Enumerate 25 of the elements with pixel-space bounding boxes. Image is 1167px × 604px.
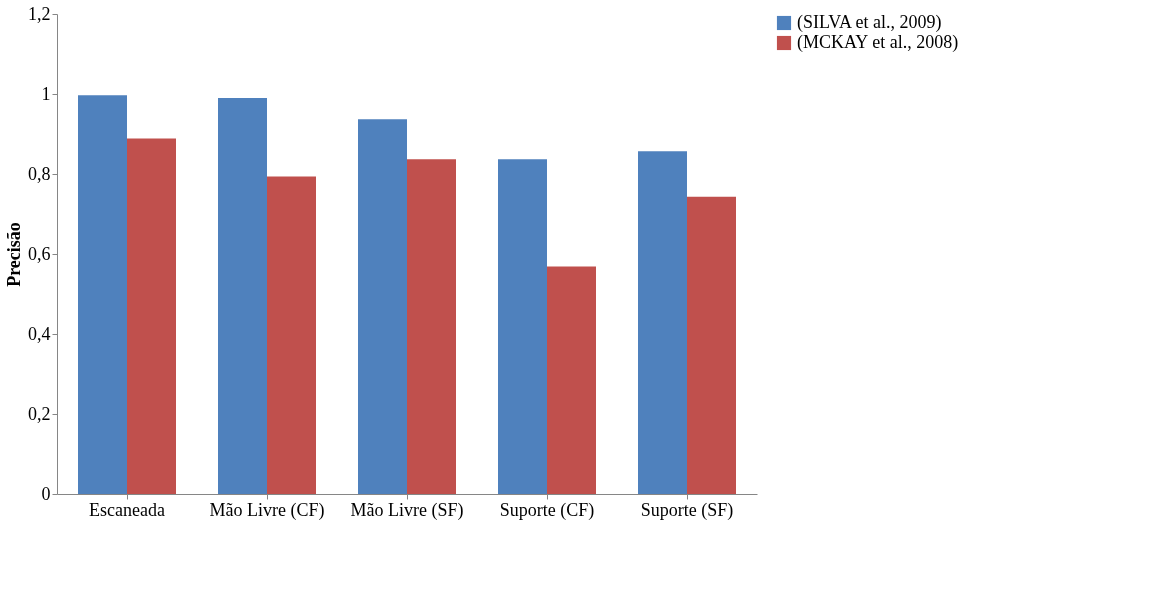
x-tick-label: Mão Livre (CF) bbox=[209, 499, 325, 521]
legend-label: (SILVA et al., 2009) bbox=[797, 12, 942, 33]
x-tick-label: Escaneada bbox=[89, 499, 165, 520]
y-tick-label: 0,4 bbox=[28, 323, 51, 344]
y-tick-label: 0,6 bbox=[28, 243, 51, 264]
x-tick-label: Suporte (CF) bbox=[499, 499, 595, 521]
y-tick-label: 0 bbox=[41, 483, 51, 504]
bar bbox=[687, 196, 736, 494]
bar bbox=[127, 138, 176, 494]
y-tick-label: 0,8 bbox=[28, 163, 51, 184]
x-tick-label: Suporte (SF) bbox=[640, 499, 734, 521]
bar bbox=[78, 95, 127, 494]
y-axis-title: Precisão bbox=[4, 222, 24, 287]
y-tick-label: 0,2 bbox=[28, 403, 51, 424]
bar bbox=[358, 119, 407, 494]
x-tick-label: Mão Livre (SF) bbox=[350, 499, 464, 521]
bar bbox=[547, 266, 596, 494]
bar bbox=[267, 176, 316, 494]
y-tick-label: 1,2 bbox=[28, 3, 51, 24]
y-tick-label: 1 bbox=[41, 83, 51, 104]
bar bbox=[498, 159, 547, 494]
bar bbox=[407, 159, 456, 494]
legend-label: (MCKAY et al., 2008) bbox=[797, 32, 959, 53]
bar bbox=[218, 98, 267, 494]
bar bbox=[638, 151, 687, 494]
